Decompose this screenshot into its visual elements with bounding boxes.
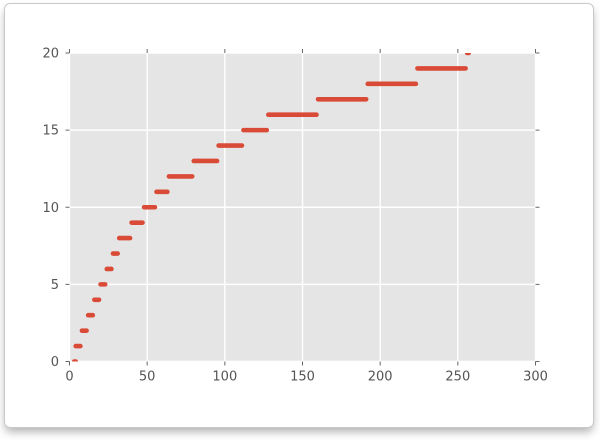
y-tick-label: 20 — [42, 47, 59, 62]
x-tick-label: 250 — [445, 370, 470, 385]
x-tick-label: 150 — [290, 370, 315, 385]
x-tick-label: 50 — [139, 370, 156, 385]
x-tick-label: 300 — [523, 370, 548, 385]
x-tick-label: 200 — [368, 370, 393, 385]
x-tick-label: 100 — [212, 370, 237, 385]
y-tick-label: 15 — [42, 124, 59, 139]
y-tick-label: 0 — [51, 355, 59, 370]
y-tick-label: 10 — [42, 201, 59, 216]
data-series — [71, 53, 472, 362]
tick-marks — [65, 49, 540, 366]
x-tick-label: 0 — [65, 370, 73, 385]
y-tick-label: 5 — [51, 278, 59, 293]
